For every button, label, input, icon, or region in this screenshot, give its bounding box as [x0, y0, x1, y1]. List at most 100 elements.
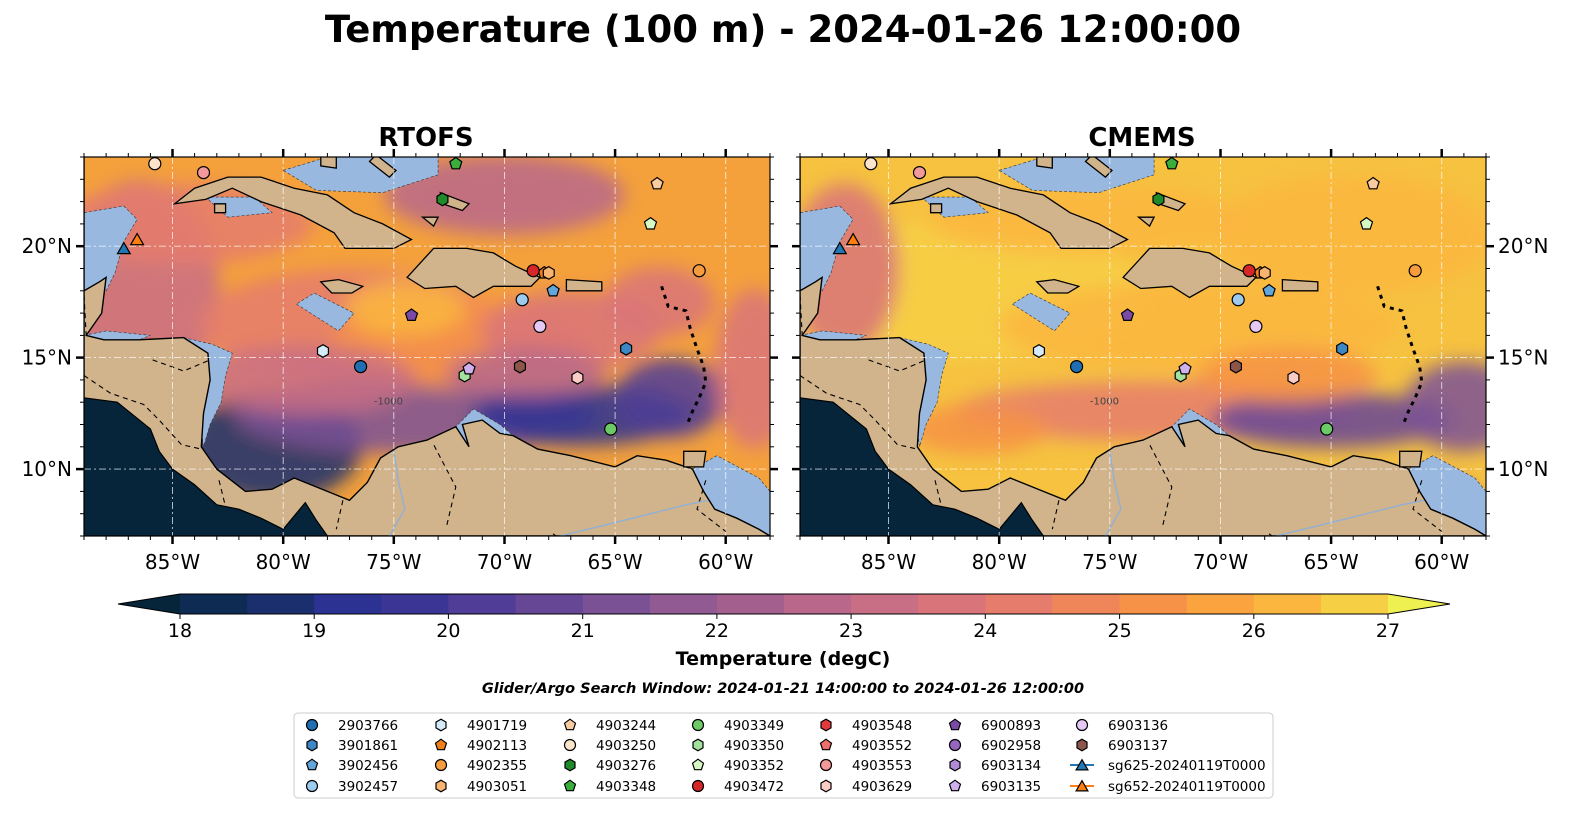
legend-entry: 4903472 [691, 779, 784, 795]
colorbar-label: Temperature (degC) [676, 648, 891, 670]
graticule-rtofs [84, 157, 770, 536]
map-panel-rtofs: RTOFS -1000 85°W 80°W 75°W 70°W 65°W 60°W 10°N… [22, 123, 778, 574]
island [172, 176, 413, 250]
pacific-coast [800, 397, 1045, 536]
island [1399, 450, 1423, 468]
island [1281, 278, 1319, 292]
x-tick-label: 70°W [477, 550, 532, 574]
island [888, 176, 1129, 250]
axis-ticks-rtofs: 85°W 80°W 75°W 70°W 65°W 60°W 10°N 15°N 20°N [22, 149, 778, 574]
legend-label: 6903134 [981, 758, 1041, 774]
legend-entry: 6902958 [948, 738, 1041, 754]
legend-entry: 4903553 [819, 758, 912, 774]
legend-marker [691, 758, 705, 771]
float-marker [1359, 216, 1374, 230]
legend-entry: 4903276 [564, 758, 656, 774]
float-marker [449, 157, 463, 170]
y-tick-label: 20°N [1498, 234, 1548, 258]
float-marker [1152, 192, 1165, 207]
float-marker [1249, 319, 1263, 333]
country-border [152, 359, 211, 372]
legend-label: 4903276 [596, 758, 656, 774]
legend-label: 4903244 [596, 718, 656, 734]
x-tick-label: 80°W [256, 550, 311, 574]
colorbar-segment [247, 594, 315, 614]
colorbar-segment [716, 594, 785, 614]
float-marker [1336, 341, 1349, 356]
legend-label: sg652-20240119T0000 [1108, 779, 1266, 795]
legend-label: 4903472 [724, 779, 784, 795]
legend-marker [691, 718, 705, 732]
float-marker [1069, 360, 1084, 374]
country-border [433, 444, 457, 526]
float-marker [1229, 359, 1243, 374]
colorbar-tick-label: 25 [1108, 620, 1132, 642]
river [559, 499, 709, 536]
legend-marker [691, 779, 705, 793]
legend-entry: 3902457 [305, 779, 398, 795]
legend-entry: 6903136 [1075, 718, 1168, 734]
colorbar-ticks: 18 19 20 21 22 23 24 25 26 27 [168, 614, 1400, 642]
float-marker [1287, 370, 1300, 385]
figure-title: Temperature (100 m) - 2024-01-26 12:00:0… [325, 8, 1241, 51]
country-border [1268, 533, 1273, 536]
legend-marker [435, 718, 447, 732]
y-tick-label: 10°N [1498, 457, 1548, 481]
legend-marker [563, 718, 577, 731]
legend-label: 6902958 [981, 738, 1041, 754]
colorbar-segment [1119, 594, 1188, 614]
panel-title-cmems: CMEMS [1088, 123, 1195, 153]
float-marker [148, 157, 162, 171]
legend-marker [820, 779, 832, 793]
legend-entry: 4903349 [691, 718, 784, 734]
float-marker [571, 370, 584, 385]
axis-ticks-cmems: 85°W 80°W 75°W 70°W 65°W 60°W 10°N 15°N 20°N [792, 149, 1548, 574]
island [929, 203, 943, 214]
colorbar-segment [649, 594, 718, 614]
x-tick-label: 75°W [1082, 550, 1137, 574]
x-tick-label: 85°W [861, 550, 916, 574]
legend-marker [820, 718, 832, 732]
y-tick-label: 15°N [22, 346, 72, 370]
legend-label: 4902113 [467, 738, 527, 754]
float-marker [864, 157, 878, 171]
float-marker [546, 283, 560, 297]
float-marker [1178, 361, 1192, 375]
y-tick-label: 10°N [22, 457, 72, 481]
legend-label: 6900893 [981, 718, 1041, 734]
legend-entry: 4903244 [563, 718, 656, 734]
float-marker [1231, 293, 1245, 307]
float-markers-cmems [832, 157, 1422, 436]
colorbar-segment [515, 594, 584, 614]
legend-label: 6903136 [1108, 718, 1168, 734]
float-marker [643, 216, 658, 230]
colorbar-segment [918, 594, 986, 614]
country-border [696, 480, 727, 532]
float-marker [1320, 422, 1334, 436]
temperature-blob [907, 404, 1047, 454]
colorbar-extend-high [1388, 594, 1450, 614]
float-marker [542, 265, 555, 280]
legend-entry: 6903134 [949, 758, 1041, 774]
legend-label: 6903135 [981, 779, 1041, 795]
colorbar-tick-label: 24 [973, 620, 997, 642]
legend-entry: 4902355 [434, 758, 527, 774]
float-marker [1032, 344, 1046, 358]
y-tick-label: 20°N [22, 234, 72, 258]
island [1136, 216, 1156, 228]
island [683, 450, 707, 468]
float-marker [1258, 265, 1271, 280]
float-marker [404, 308, 419, 321]
legend-entry: 4903348 [563, 779, 656, 795]
float-marker [604, 422, 618, 436]
legend-marker [305, 718, 319, 732]
legend-marker [948, 779, 962, 792]
coastlines-rtofs: -1000 [84, 157, 770, 536]
x-tick-label: 65°W [587, 550, 642, 574]
float-marker [515, 293, 529, 307]
island [319, 278, 365, 294]
pacific-coast [84, 397, 329, 536]
country-border [800, 295, 803, 336]
colorbar-segment [985, 594, 1053, 614]
island [213, 203, 227, 214]
